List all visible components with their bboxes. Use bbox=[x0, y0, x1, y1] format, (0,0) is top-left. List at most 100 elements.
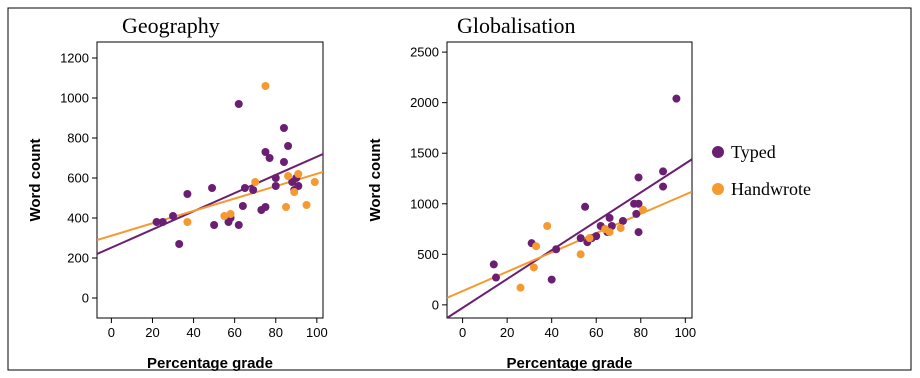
globalisation-x-axis-label: Percentage grade bbox=[507, 355, 633, 372]
x-tick-label: 80 bbox=[269, 325, 283, 340]
globalisation-handwrote-point bbox=[616, 224, 625, 233]
y-tick-label: 800 bbox=[67, 131, 89, 146]
geography-typed-fit-line bbox=[97, 153, 323, 255]
x-tick-label: 0 bbox=[108, 325, 115, 340]
geography-typed-point bbox=[261, 148, 270, 156]
globalisation-typed-point bbox=[634, 173, 643, 182]
globalisation-typed-point bbox=[547, 275, 556, 284]
y-tick-label: 1000 bbox=[410, 196, 439, 211]
globalisation-typed-point bbox=[576, 234, 585, 243]
geography-typed-point bbox=[249, 186, 258, 194]
y-tick-label: 1000 bbox=[60, 91, 89, 106]
geography-handwrote-point bbox=[183, 218, 192, 226]
y-tick-label: 200 bbox=[67, 251, 89, 266]
globalisation-title: Globalisation bbox=[457, 13, 576, 38]
geography-y-axis-label: Word count bbox=[27, 138, 44, 221]
geography-handwrote-point bbox=[290, 188, 299, 196]
y-tick-label: 0 bbox=[432, 297, 439, 312]
globalisation-typed-point bbox=[634, 228, 643, 237]
x-tick-label: 100 bbox=[306, 325, 328, 340]
geography-typed-point bbox=[210, 221, 219, 229]
x-tick-label: 60 bbox=[589, 325, 603, 340]
y-tick-label: 400 bbox=[67, 211, 89, 226]
geography-typed-point bbox=[294, 182, 303, 190]
globalisation-typed-point bbox=[607, 222, 616, 230]
geography-handwrote-point bbox=[226, 210, 235, 218]
globalisation-handwrote-point bbox=[529, 263, 538, 272]
geography-handwrote-point bbox=[220, 212, 229, 220]
geography-typed-point bbox=[238, 202, 247, 210]
globalisation-typed-point bbox=[605, 213, 614, 222]
y-tick-label: 600 bbox=[67, 171, 89, 186]
legend-marker-typed bbox=[712, 146, 724, 158]
y-tick-label: 1500 bbox=[410, 146, 439, 161]
globalisation-typed-point bbox=[618, 216, 627, 225]
legend-marker-handwrote bbox=[712, 183, 724, 195]
geography-title: Geography bbox=[122, 13, 220, 38]
geography-typed-point bbox=[271, 174, 280, 182]
x-tick-label: 100 bbox=[674, 325, 696, 340]
globalisation-typed-point bbox=[492, 273, 500, 282]
x-tick-label: 60 bbox=[227, 325, 241, 340]
legend: Typed Handwrote bbox=[712, 142, 811, 199]
geography-typed-point bbox=[208, 184, 217, 192]
globalisation-typed-point bbox=[659, 182, 668, 191]
legend-label-handwrote: Handwrote bbox=[731, 179, 811, 199]
globalisation-handwrote-point bbox=[576, 250, 585, 259]
geography-typed-point bbox=[175, 240, 184, 248]
geography-typed-point bbox=[158, 218, 167, 226]
x-tick-label: 0 bbox=[459, 325, 466, 340]
geography-typed-point bbox=[284, 142, 293, 150]
geography-x-axis-label: Percentage grade bbox=[147, 355, 273, 372]
globalisation-panel: Globalisation 0 500 1000 1500 2000 2500 0 20 40 60… bbox=[367, 13, 696, 372]
globalisation-typed-point bbox=[489, 260, 498, 269]
globalisation-handwrote-point bbox=[516, 283, 525, 292]
globalisation-plot-area bbox=[446, 41, 693, 319]
geography-handwrote-fit-line bbox=[97, 171, 323, 241]
geography-typed-point bbox=[271, 182, 280, 190]
globalisation-handwrote-fit-line bbox=[447, 190, 692, 299]
globalisation-typed-point bbox=[659, 167, 668, 176]
x-tick-label: 40 bbox=[186, 325, 200, 340]
figure-frame bbox=[7, 7, 912, 371]
legend-label-typed: Typed bbox=[731, 142, 776, 162]
y-tick-label: 500 bbox=[417, 247, 439, 262]
geography-handwrote-point bbox=[251, 178, 260, 186]
globalisation-typed-point bbox=[672, 94, 681, 103]
x-tick-label: 20 bbox=[500, 325, 514, 340]
globalisation-typed-fit-line bbox=[447, 158, 692, 318]
geography-typed-point bbox=[279, 124, 288, 132]
geography-handwrote-point bbox=[310, 178, 319, 186]
geography-handwrote-point bbox=[284, 172, 293, 180]
geography-typed-point bbox=[265, 154, 274, 162]
geography-typed-point bbox=[152, 218, 161, 226]
globalisation-typed-point bbox=[632, 209, 641, 218]
geography-typed-point bbox=[169, 212, 178, 220]
globalisation-handwrote-point bbox=[543, 222, 552, 230]
globalisation-typed-point bbox=[634, 199, 643, 208]
geography-typed-point bbox=[279, 158, 288, 166]
globalisation-typed-point bbox=[581, 202, 590, 211]
geography-typed-point bbox=[240, 184, 249, 192]
geography-panel: Geography 0 200 400 600 800 1000 1200 0 20 40 60 80 1… bbox=[27, 13, 328, 372]
globalisation-y-axis-label: Word count bbox=[367, 138, 384, 221]
geography-plot-area bbox=[96, 41, 324, 319]
y-tick-label: 1200 bbox=[60, 51, 89, 66]
geography-typed-point bbox=[234, 221, 243, 229]
geography-data bbox=[97, 82, 323, 255]
geography-handwrote-point bbox=[302, 201, 311, 209]
geography-handwrote-point bbox=[261, 82, 270, 90]
globalisation-handwrote-point bbox=[532, 242, 541, 251]
x-tick-label: 80 bbox=[634, 325, 648, 340]
globalisation-typed-point bbox=[592, 232, 601, 241]
globalisation-handwrote-point bbox=[585, 234, 594, 243]
y-tick-label: 2500 bbox=[410, 45, 439, 60]
geography-handwrote-point bbox=[294, 170, 303, 178]
globalisation-handwrote-point bbox=[605, 228, 614, 237]
globalisation-data bbox=[447, 94, 692, 318]
y-tick-label: 2000 bbox=[410, 95, 439, 110]
geography-typed-point bbox=[261, 203, 270, 211]
x-tick-label: 40 bbox=[544, 325, 558, 340]
